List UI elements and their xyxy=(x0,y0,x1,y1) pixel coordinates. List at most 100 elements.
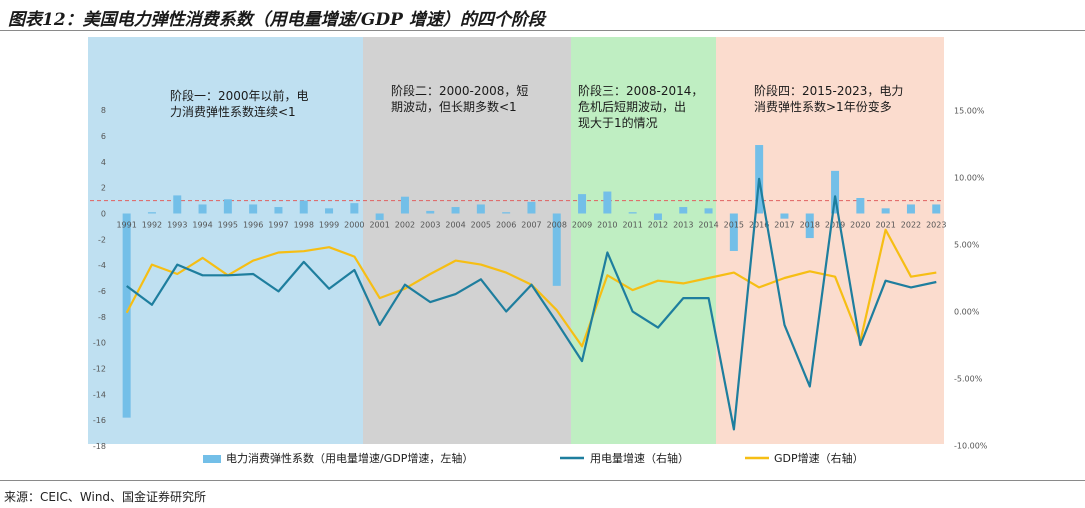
bar-2018 xyxy=(805,213,814,239)
left-axis-tick--18: -18 xyxy=(93,442,106,451)
phase-3-label-line2: 危机后短期波动，出 xyxy=(578,100,686,114)
legend-label-gdp: GDP增速（右轴） xyxy=(774,451,864,465)
left-axis-tick--12: -12 xyxy=(93,365,106,374)
x-tick-1999: 1999 xyxy=(319,221,339,230)
x-tick-2010: 2010 xyxy=(597,221,617,230)
phase-2-label-line2: 期波动，但长期多数<1 xyxy=(391,99,517,114)
left-axis-tick--2: -2 xyxy=(98,235,106,244)
x-tick-2013: 2013 xyxy=(673,221,693,230)
x-tick-1997: 1997 xyxy=(268,221,288,230)
left-axis-tick-6: 6 xyxy=(101,132,106,141)
right-axis-tick-10.00%: 10.00% xyxy=(954,174,985,183)
left-axis-tick--10: -10 xyxy=(93,339,106,348)
x-tick-2017: 2017 xyxy=(774,221,794,230)
bar-1992 xyxy=(147,212,156,214)
left-axis-tick--16: -16 xyxy=(93,416,106,425)
x-tick-2022: 2022 xyxy=(901,221,921,230)
x-tick-2014: 2014 xyxy=(698,221,718,230)
legend-swatch-elasticity xyxy=(203,455,221,463)
bar-2000 xyxy=(350,203,359,214)
phase-2-background xyxy=(363,37,571,444)
phase-3-label-line1: 阶段三：2008-2014， xyxy=(578,83,703,98)
bar-2022 xyxy=(906,204,915,214)
bar-1997 xyxy=(274,207,283,214)
x-tick-2005: 2005 xyxy=(471,221,491,230)
x-tick-2007: 2007 xyxy=(521,221,541,230)
x-tick-2023: 2023 xyxy=(926,221,946,230)
x-tick-1996: 1996 xyxy=(243,221,263,230)
bar-2003 xyxy=(426,210,435,214)
right-axis-tick-15.00%: 15.00% xyxy=(954,107,985,116)
x-tick-2012: 2012 xyxy=(648,221,668,230)
bar-2001 xyxy=(375,213,384,220)
phase-4-label-line2: 消费弹性系数>1年份变多 xyxy=(754,99,892,114)
x-tick-2021: 2021 xyxy=(875,221,895,230)
bar-2023 xyxy=(932,204,941,214)
x-tick-2004: 2004 xyxy=(445,221,465,230)
title-rule xyxy=(0,30,1085,31)
x-tick-2020: 2020 xyxy=(850,221,870,230)
bar-2005 xyxy=(476,204,485,214)
bar-2015 xyxy=(729,213,738,251)
legend-label-elasticity: 电力消费弹性系数（用电量增速/GDP增速，左轴） xyxy=(226,451,473,465)
bar-1994 xyxy=(198,204,207,214)
phase-3-label-line3: 现大于1的情况 xyxy=(578,115,658,130)
right-axis-tick-5.00%: 5.00% xyxy=(954,241,980,250)
bar-1998 xyxy=(299,200,308,214)
x-tick-1998: 1998 xyxy=(294,221,314,230)
x-tick-2006: 2006 xyxy=(496,221,516,230)
x-tick-2018: 2018 xyxy=(800,221,820,230)
source-note: 来源：CEIC、Wind、国金证券研究所 xyxy=(4,490,207,504)
electricity-growth-line xyxy=(126,177,937,431)
x-tick-2000: 2000 xyxy=(344,221,364,230)
bar-2004 xyxy=(451,207,460,214)
left-axis-tick-4: 4 xyxy=(101,158,106,167)
left-axis-tick-8: 8 xyxy=(101,106,106,115)
legend-label-electricity: 用电量增速（右轴） xyxy=(590,451,689,465)
x-tick-1992: 1992 xyxy=(142,221,162,230)
phase-1-label-line2: 力消费弹性系数连续<1 xyxy=(170,104,296,119)
x-tick-2003: 2003 xyxy=(420,221,440,230)
x-tick-2015: 2015 xyxy=(724,221,744,230)
right-axis-tick-0.00%: 0.00% xyxy=(954,308,980,317)
left-axis-tick--4: -4 xyxy=(98,261,106,270)
left-axis-tick--6: -6 xyxy=(98,287,106,296)
x-tick-1995: 1995 xyxy=(218,221,238,230)
phase-1-label-line1: 阶段一：2000年以前，电 xyxy=(170,88,309,103)
x-tick-1993: 1993 xyxy=(167,221,187,230)
phase-4-label-line1: 阶段四：2015-2023，电力 xyxy=(754,83,903,98)
phase-3-background xyxy=(571,37,716,444)
bar-2006 xyxy=(502,212,511,214)
bar-2019 xyxy=(831,170,840,214)
bar-2013 xyxy=(679,207,688,214)
bar-1995 xyxy=(223,199,232,214)
bar-2002 xyxy=(400,196,409,214)
x-tick-2011: 2011 xyxy=(622,221,642,230)
x-tick-2019: 2019 xyxy=(825,221,845,230)
bar-1993 xyxy=(173,195,182,214)
right-axis-tick--5.00%: -5.00% xyxy=(954,375,983,384)
left-axis-tick-2: 2 xyxy=(101,184,106,193)
x-tick-2002: 2002 xyxy=(395,221,415,230)
phase-1-background xyxy=(88,37,363,444)
bar-2008 xyxy=(552,213,561,286)
bar-2012 xyxy=(653,213,662,220)
bar-1996 xyxy=(249,204,258,214)
bar-2020 xyxy=(856,197,865,214)
bar-2010 xyxy=(603,191,612,214)
bar-2021 xyxy=(881,208,890,214)
right-axis-tick--10.00%: -10.00% xyxy=(954,442,988,451)
left-axis-tick--8: -8 xyxy=(98,313,106,322)
x-tick-2008: 2008 xyxy=(547,221,567,230)
x-tick-2001: 2001 xyxy=(369,221,389,230)
bar-2014 xyxy=(704,208,713,214)
bar-2007 xyxy=(527,201,536,214)
bar-1999 xyxy=(325,208,334,214)
phase-2-label-line1: 阶段二：2000-2008，短 xyxy=(391,83,528,98)
x-tick-1991: 1991 xyxy=(116,221,136,230)
x-tick-2009: 2009 xyxy=(572,221,592,230)
bar-2009 xyxy=(578,194,587,214)
x-tick-1994: 1994 xyxy=(192,221,212,230)
bar-2011 xyxy=(628,212,637,214)
